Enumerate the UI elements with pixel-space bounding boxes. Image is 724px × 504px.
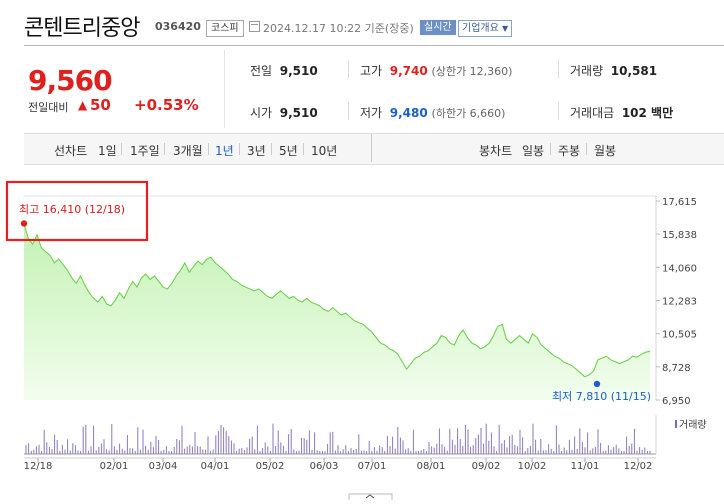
divider: [303, 143, 304, 155]
chevron-up-icon: [365, 494, 375, 499]
company-overview-label: 기업개요: [462, 23, 499, 34]
percent-change: +0.53%: [134, 96, 199, 114]
divider: [271, 143, 272, 155]
y-tick-label: 17,615: [662, 197, 697, 208]
calendar-icon: [249, 21, 260, 32]
stat-value: 9,510: [279, 64, 318, 78]
stat-prev-close: 전일 9,510: [250, 62, 318, 79]
y-tick-label: 8,728: [662, 363, 691, 374]
tab-10y[interactable]: 10년: [311, 144, 338, 158]
tab-weekly-candle[interactable]: 주봉: [558, 144, 581, 158]
low-annotation: 최저 7,810 (11/15): [552, 390, 651, 403]
candle-chart-label: 봉차트: [479, 144, 513, 158]
divider: [371, 134, 372, 162]
x-tick-label: 12/18: [24, 461, 53, 472]
y-tick-label: 15,838: [662, 230, 697, 241]
stat-value: 102 백만: [621, 106, 674, 120]
x-tick-label: 06/03: [310, 461, 339, 472]
price-change: 50: [90, 96, 111, 114]
highlight-box: [5, 180, 149, 242]
stock-header: 콘텐트리중앙 036420 코스피 2024.12.17 10:22 기준(장중…: [0, 0, 724, 46]
x-tick-label: 05/02: [256, 461, 285, 472]
line-chart-label: 선차트: [54, 144, 88, 158]
tab-5y[interactable]: 5년: [279, 144, 298, 158]
stat-value: 10,581: [610, 64, 658, 78]
realtime-badge[interactable]: 실시간: [420, 20, 456, 35]
stat-value: 9,510: [279, 106, 318, 120]
change-label: 전일대비: [28, 101, 69, 114]
stock-code: 036420: [155, 20, 201, 33]
high-point-marker: [20, 220, 28, 227]
tab-monthly-candle[interactable]: 월봉: [594, 144, 617, 158]
price-panel: 9,560 전일대비 ▲ 50 +0.53%: [24, 50, 225, 128]
stat-label: 거래대금: [570, 106, 615, 120]
x-tick-label: 08/01: [417, 461, 446, 472]
price-line: [23, 223, 651, 378]
y-tick-label: 6,950: [662, 396, 691, 407]
stat-value: 9,740: [389, 64, 428, 78]
upper-limit: (상한가 12,360): [431, 65, 513, 78]
stats-panel: 전일 9,510 고가 9,740 (상한가 12,360) 거래량 10,58…: [230, 50, 724, 128]
tab-1y[interactable]: 1년: [215, 144, 234, 158]
high-annotation: 최고 16,410 (12/18): [19, 203, 125, 216]
x-tick-label: 11/01: [571, 461, 600, 472]
x-tick-label: 04/01: [201, 461, 230, 472]
y-tick-label: 14,060: [662, 263, 697, 274]
divider: [164, 143, 165, 155]
tab-3m[interactable]: 3개월: [173, 144, 203, 158]
x-tick-label: 12/02: [624, 461, 653, 472]
volume-legend-swatch: [675, 420, 677, 428]
price-chart: 17,615 15,838 14,060 12,283 10,505 8,728 6,950…: [0, 170, 724, 500]
stat-high: 고가 9,740 (상한가 12,360): [360, 62, 512, 79]
stat-label: 시가: [250, 106, 273, 120]
chevron-down-icon: ▼: [502, 24, 509, 33]
x-tick-label: 07/01: [358, 461, 387, 472]
stat-low: 저가 9,480 (하한가 6,660): [360, 104, 505, 121]
x-tick-label: 03/04: [149, 461, 178, 472]
low-point-marker: [593, 380, 601, 388]
divider: [239, 143, 240, 155]
volume-bars: [25, 423, 651, 454]
tab-3y[interactable]: 3년: [247, 144, 266, 158]
stat-value: 9,480: [389, 106, 428, 120]
x-tick-label: 02/01: [100, 461, 129, 472]
stat-label: 저가: [360, 106, 383, 120]
x-tick-label: 10/02: [518, 461, 547, 472]
tab-1d[interactable]: 1일: [98, 144, 117, 158]
tab-daily-candle[interactable]: 일봉: [522, 144, 545, 158]
stat-label: 고가: [360, 64, 383, 78]
stat-label: 전일: [250, 64, 273, 78]
datetime-label: 2024.12.17 10:22 기준(장중): [263, 22, 414, 35]
y-tick-label: 12,283: [662, 297, 697, 308]
lower-limit: (하한가 6,660): [431, 107, 506, 120]
divider: [208, 143, 209, 155]
divider: [121, 143, 122, 155]
company-name: 콘텐트리중앙: [24, 16, 140, 41]
market-badge: 코스피: [206, 20, 244, 37]
volume-label: 거래량: [679, 419, 707, 431]
stat-volume: 거래량 10,581: [570, 62, 657, 79]
chart-period-tabs: 선차트 1일 1주일 3개월 1년 3년 5년 10년 봉차트 일봉 주봉 월봉: [24, 133, 724, 165]
divider: [550, 143, 551, 155]
header-divider: [24, 45, 724, 46]
tab-1w[interactable]: 1주일: [130, 144, 160, 158]
divider: [586, 143, 587, 155]
stat-label: 거래량: [570, 64, 604, 78]
collapse-handle: [348, 493, 393, 500]
x-tick-label: 09/02: [472, 461, 501, 472]
divider: [558, 60, 559, 78]
divider: [348, 102, 349, 120]
divider: [558, 102, 559, 120]
company-overview-button[interactable]: 기업개요 ▼: [458, 20, 513, 37]
price-chart-svg: 17,615 15,838 14,060 12,283 10,505 8,728 6,950…: [5, 180, 707, 500]
y-tick-label: 10,505: [662, 330, 697, 341]
stat-open: 시가 9,510: [250, 104, 318, 121]
stat-amount: 거래대금 102 백만: [570, 104, 673, 121]
divider: [348, 60, 349, 78]
current-price: 9,560: [28, 64, 113, 97]
up-arrow-icon: ▲: [78, 98, 88, 112]
